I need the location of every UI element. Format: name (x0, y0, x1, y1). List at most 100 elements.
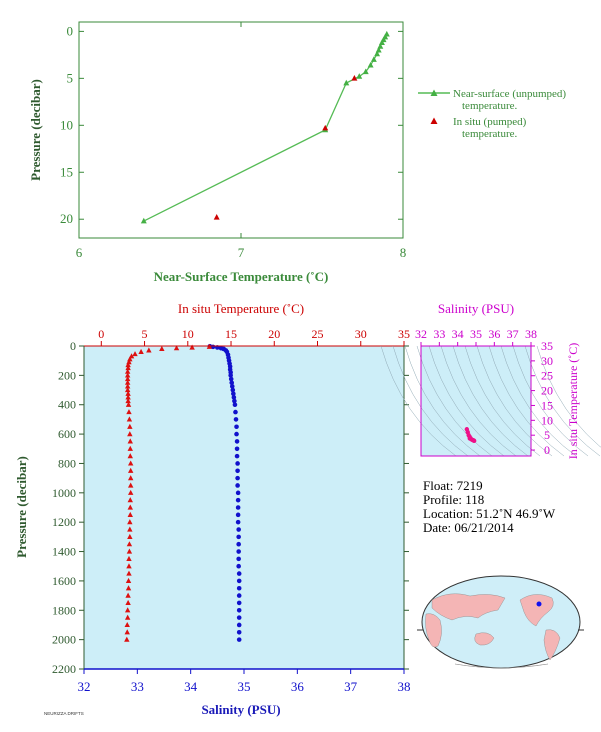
y-tick-label: 15 (60, 164, 73, 179)
salinity-point (233, 409, 238, 415)
map-land-eurasia (431, 593, 506, 621)
temperature-point (125, 365, 131, 371)
temperature-point (125, 401, 132, 407)
map-ocean (421, 575, 581, 669)
near-surface-series (140, 30, 390, 224)
salinity-point (236, 615, 242, 620)
pumped-point (213, 214, 220, 220)
temperature-point (126, 541, 133, 547)
pumped-point (351, 75, 358, 81)
y-tick-label: 400 (58, 398, 76, 412)
y-tick-label: 0 (67, 23, 74, 38)
y-tick-label: 10 (60, 117, 73, 132)
temperature-point (124, 376, 131, 382)
temperature-point (127, 445, 133, 451)
legend-label-unpumped: Near-surface (unpumped) temperature. (453, 88, 566, 112)
temperature-point (124, 387, 131, 393)
density-contour (440, 345, 517, 457)
top-tick-label: 5 (142, 327, 148, 341)
temperature-point (126, 555, 132, 561)
temperature-point (125, 394, 131, 400)
ts-density-contours (380, 345, 601, 457)
salinity-point (233, 417, 239, 422)
unpumped-point (370, 56, 377, 62)
ts-point (471, 438, 477, 444)
legend-line-2: temperature. (462, 128, 518, 140)
credit-text: NEURIZZA DRIFTS (44, 711, 84, 716)
bottom-tick-label: 36 (291, 679, 305, 694)
salinity-point (232, 398, 237, 404)
top-tick-label: 10 (182, 327, 194, 341)
top-tick-label: 25 (312, 327, 324, 341)
y-tick-label: 0 (70, 339, 76, 353)
temperature-point (125, 577, 132, 584)
temperature-point (124, 372, 131, 378)
temperature-point (128, 467, 134, 473)
salinity-point (234, 453, 240, 459)
temperature-point (125, 599, 131, 606)
legend-line-1: In situ (pumped) (453, 116, 527, 128)
profile-bottom-ticks: 32 33 34 35 36 37 38 (78, 669, 411, 694)
float-info: Float: 7219 Profile: 118 Location: 51.2˚… (423, 478, 556, 535)
density-contour (416, 345, 493, 457)
y-tick-label: 1800 (52, 603, 76, 617)
temperature-point (124, 629, 130, 635)
temperature-point (173, 345, 180, 351)
ts-top-axis-label: Salinity (PSU) (438, 301, 514, 316)
temperature-point (132, 351, 138, 357)
near-surface-y-ticks: 0 5 10 15 20 (60, 23, 403, 226)
density-contour (452, 345, 529, 457)
temperature-point (126, 416, 133, 422)
density-contour (404, 345, 481, 457)
temperature-point (127, 497, 133, 503)
profile-y-label: Pressure (decibar) (14, 456, 29, 558)
temperature-point (124, 379, 131, 385)
unpumped-line (143, 33, 388, 222)
top-tick-label: 20 (268, 327, 280, 341)
density-contour (524, 345, 601, 457)
map-land-africa (425, 613, 442, 648)
bottom-tick-label: 34 (184, 679, 198, 694)
temperature-point (126, 563, 132, 569)
bottom-tick-label: 37 (344, 679, 358, 694)
bottom-tick-label: 35 (238, 679, 251, 694)
density-contour (428, 345, 505, 457)
salinity-point (235, 512, 241, 518)
ts-right-tick-label: 15 (541, 398, 553, 412)
unpumped-point (356, 73, 363, 79)
salinity-point (236, 593, 242, 598)
ts-right-tick-label: 30 (541, 354, 553, 368)
y-tick-label: 1400 (52, 545, 76, 559)
date: Date: 06/21/2014 (423, 520, 514, 535)
temperature-point (159, 345, 165, 352)
legend-triangle-red (430, 117, 438, 124)
salinity-point (236, 563, 241, 569)
temperature-point (125, 390, 131, 396)
ts-right-tick-label: 20 (541, 384, 553, 398)
map-land-north-america (519, 594, 554, 627)
salinity-point (229, 384, 235, 389)
temperature-point (127, 423, 133, 429)
salinity-point (236, 600, 242, 606)
profile-bottom-axis-label: Salinity (PSU) (201, 702, 280, 717)
salinity-point (235, 519, 241, 525)
y-tick-label: 800 (58, 456, 76, 470)
ts-top-tick-label: 37 (507, 327, 519, 341)
salinity-point (236, 622, 242, 628)
near-surface-x-ticks: 6 7 8 (76, 22, 407, 260)
unpumped-point (374, 50, 381, 57)
ts-right-tick-label: 25 (541, 369, 553, 383)
profile-series (124, 343, 242, 642)
legend-line-2: temperature. (462, 100, 518, 112)
near-surface-chart: 6 7 8 0 5 10 15 20 Near-Surface Temperature (˚… (28, 21, 566, 284)
map-land-antarctica (454, 663, 549, 669)
temperature-point (189, 344, 195, 350)
temperature-point (128, 489, 134, 495)
temperature-point (124, 636, 130, 642)
salinity-point (234, 424, 239, 430)
salinity-point (236, 637, 242, 642)
y-tick-label: 5 (67, 70, 74, 85)
salinity-point (236, 578, 242, 584)
x-tick-label: 8 (400, 245, 407, 260)
